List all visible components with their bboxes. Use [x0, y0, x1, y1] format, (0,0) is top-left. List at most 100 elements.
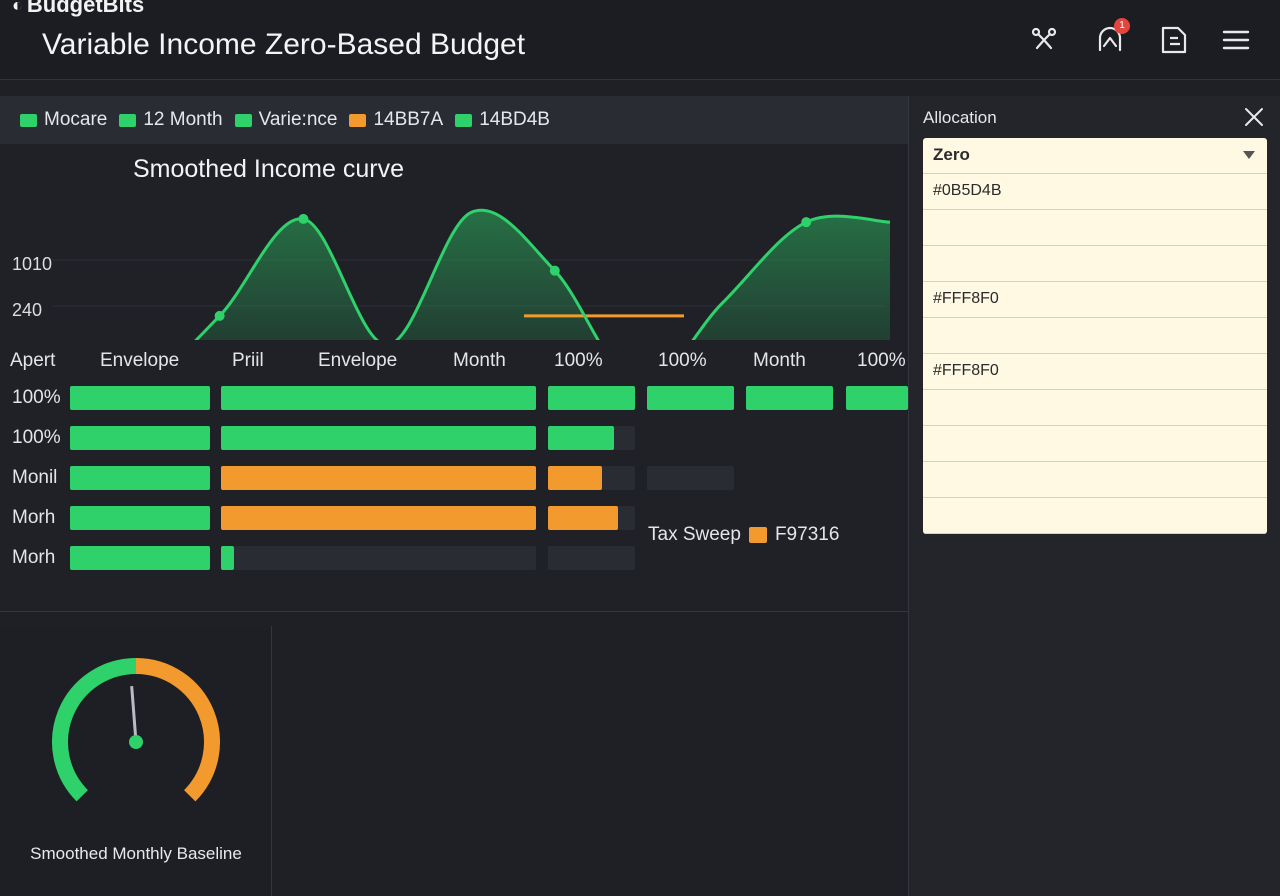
gauge-label: Smoothed Monthly Baseline	[30, 844, 242, 863]
envelope-column-header: 100%	[857, 350, 906, 371]
envelope-bar-fill	[70, 386, 210, 410]
envelope-bar-fill	[70, 506, 210, 530]
envelope-bar-track[interactable]	[548, 546, 635, 570]
chevron-down-icon	[1243, 151, 1255, 159]
legend-label: Varie:nce	[258, 109, 338, 130]
allocation-row[interactable]: #FFF8F0	[923, 354, 1267, 390]
allocation-row[interactable]: #FFF8F0	[923, 282, 1267, 318]
envelope-bar-track[interactable]	[70, 506, 210, 530]
page-title: Variable Income Zero-Based Budget	[42, 28, 526, 61]
tax-sweep-label: Tax Sweep	[648, 524, 741, 545]
data-point[interactable]	[298, 213, 309, 224]
allocation-select[interactable]: Zero	[923, 138, 1267, 174]
document-icon[interactable]	[1158, 24, 1190, 56]
allocation-table: Zero #0B5D4B #FFF8F0 #FFF8F0	[923, 138, 1267, 534]
envelope-bar-fill	[548, 426, 615, 450]
envelope-bar-track[interactable]	[846, 386, 908, 410]
envelope-bar-track[interactable]	[70, 466, 210, 490]
envelope-bar-fill	[548, 386, 635, 410]
legend-item[interactable]: 12 Month	[119, 109, 223, 131]
brand[interactable]: ◐ BudgetBits	[12, 0, 144, 18]
gauge-arc	[52, 658, 137, 802]
legend-item[interactable]: 14BB7A	[349, 109, 443, 131]
envelope-bar-fill	[221, 426, 536, 450]
envelope-bar-track[interactable]	[647, 386, 734, 410]
envelope-bar-track[interactable]	[70, 386, 210, 410]
legend-item[interactable]: 14BD4B	[455, 109, 550, 131]
envelope-bar-track[interactable]	[221, 386, 536, 410]
data-point[interactable]	[214, 310, 225, 321]
allocation-row[interactable]	[923, 498, 1267, 534]
envelope-row-label: Monil	[12, 467, 58, 488]
notifications-icon[interactable]: 1	[1094, 18, 1130, 56]
top-bar: ◐ BudgetBits Variable Income Zero-Based …	[0, 0, 1280, 80]
envelope-bar-fill	[221, 466, 536, 490]
notification-badge: 1	[1114, 18, 1130, 34]
envelope-row-label: 100%	[12, 387, 61, 408]
allocation-row[interactable]	[923, 246, 1267, 282]
income-series-line	[194, 208, 891, 340]
envelope-bar-fill	[221, 546, 234, 570]
envelope-column-header: Apert	[10, 350, 56, 371]
envelope-column-header: 100%	[658, 350, 707, 371]
legend-label: 14BD4B	[479, 109, 550, 130]
data-point[interactable]	[549, 265, 560, 276]
envelope-bar-track[interactable]	[221, 466, 536, 490]
envelope-bar-track[interactable]	[548, 386, 635, 410]
allocation-row[interactable]	[923, 426, 1267, 462]
envelope-bar-fill	[746, 386, 833, 410]
envelope-row-label: Morh	[12, 547, 56, 568]
legend-label: 12 Month	[143, 109, 223, 130]
envelope-column-header: Envelope	[100, 350, 180, 371]
envelope-bar-fill	[221, 506, 536, 530]
legend-swatch	[349, 113, 367, 127]
brand-name: BudgetBits	[26, 0, 145, 17]
gauge-needle	[130, 686, 138, 743]
y-tick-label: 1010	[12, 254, 52, 274]
envelope-bar-track[interactable]	[221, 546, 536, 570]
envelope-bar-fill	[221, 386, 536, 410]
income-chart-panel: Mocare 12 Month Varie:nce 14BB7A 14BD4B	[0, 96, 908, 612]
tax-sweep-swatch	[748, 527, 767, 543]
envelope-bar-fill	[846, 386, 908, 410]
envelope-column-header: Month	[453, 350, 506, 371]
legend-swatch	[20, 113, 37, 127]
envelope-bar-track[interactable]	[221, 506, 536, 530]
scissors-icon[interactable]	[1028, 24, 1060, 56]
envelope-bar-track[interactable]	[647, 466, 734, 490]
envelope-bar-track[interactable]	[70, 426, 210, 450]
envelope-bar-track[interactable]	[70, 546, 210, 570]
legend-item[interactable]: Mocare	[20, 109, 107, 131]
close-icon[interactable]	[1243, 106, 1265, 128]
gauge-hub	[129, 735, 143, 749]
allocation-row[interactable]	[923, 390, 1267, 426]
income-area-fill	[196, 210, 890, 340]
income-area-chart: 1010240500 01270803045MonMuThoMoMuMoDep …	[12, 155, 891, 340]
legend-swatch	[234, 113, 252, 127]
envelope-column-header: Envelope	[318, 350, 398, 371]
gauge-arc	[135, 658, 220, 802]
envelope-column-header: Priil	[232, 350, 264, 371]
allocation-row[interactable]	[923, 462, 1267, 498]
envelope-bar-track[interactable]	[548, 506, 635, 530]
menu-icon[interactable]	[1220, 24, 1252, 56]
envelope-bar-fill	[70, 426, 210, 450]
allocation-title: Allocation	[923, 108, 997, 127]
envelope-bar-track[interactable]	[548, 466, 635, 490]
baseline-gauge	[52, 658, 220, 802]
envelope-bar-track[interactable]	[548, 426, 635, 450]
allocation-row[interactable]: #0B5D4B	[923, 174, 1267, 210]
envelope-bar-fill	[70, 466, 210, 490]
envelope-bar-track[interactable]	[746, 386, 833, 410]
allocation-row[interactable]	[923, 210, 1267, 246]
envelope-bar-fill	[647, 386, 734, 410]
legend-swatch	[455, 113, 473, 127]
empty-panel	[272, 626, 908, 896]
envelope-column-header: 100%	[554, 350, 603, 371]
tax-sweep-legend: Tax Sweep F97316	[648, 524, 839, 546]
allocation-row[interactable]	[923, 318, 1267, 354]
legend-item[interactable]: Varie:nce	[234, 109, 338, 131]
allocation-selected-value: Zero	[933, 145, 970, 164]
data-point[interactable]	[801, 217, 812, 228]
envelope-bar-track[interactable]	[221, 426, 536, 450]
